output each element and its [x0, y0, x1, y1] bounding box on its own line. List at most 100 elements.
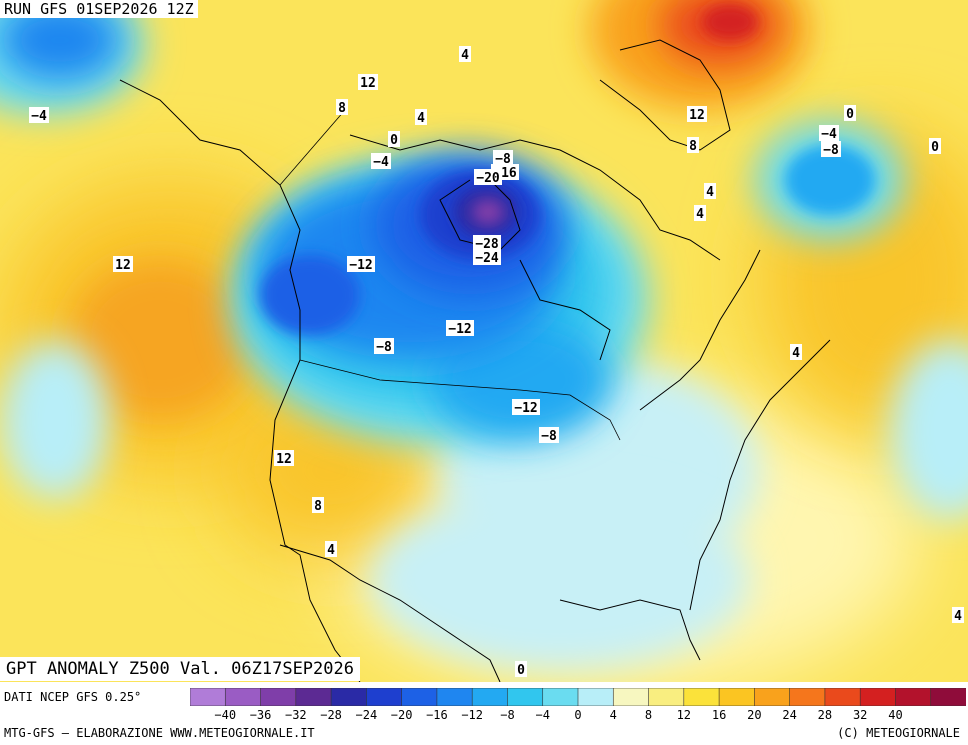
colorbar-tick-label: −24 — [355, 708, 378, 722]
anomaly-field — [0, 0, 968, 682]
svg-text:8: 8 — [338, 101, 346, 116]
svg-text:12: 12 — [360, 76, 376, 91]
svg-text:12: 12 — [276, 452, 292, 467]
svg-text:0: 0 — [517, 663, 525, 678]
colorbar-tick-label: −40 — [214, 708, 237, 722]
credits: MTG-GFS — ELABORAZIONE WWW.METEOGIORNALE… — [4, 726, 315, 740]
svg-text:−8: −8 — [541, 429, 557, 444]
contour-label: 4 — [459, 46, 471, 63]
colorbar — [190, 688, 966, 706]
colorbar-swatch — [577, 688, 615, 706]
contour-label: 0 — [929, 138, 941, 155]
colorbar-tick-label: 28 — [817, 708, 833, 722]
contour-label: 0 — [844, 105, 856, 122]
contour-label: 0 — [388, 131, 400, 148]
svg-text:0: 0 — [390, 133, 398, 148]
svg-text:4: 4 — [461, 48, 469, 63]
svg-text:−8: −8 — [376, 340, 392, 355]
contour-label: −8 — [493, 150, 513, 167]
colorbar-tick-label: 20 — [747, 708, 762, 722]
svg-text:−24: −24 — [475, 251, 499, 266]
colorbar-swatch — [436, 688, 473, 706]
colorbar-tick-label: 16 — [711, 708, 727, 722]
contour-label: 12 — [358, 74, 378, 91]
contour-label: 4 — [694, 205, 706, 222]
contour-label: −4 — [819, 125, 839, 142]
svg-text:−4: −4 — [31, 109, 47, 124]
colorbar-tick-label: −32 — [284, 708, 307, 722]
anomaly-title: GPT ANOMALY Z500 Val. 06Z17SEP2026 — [0, 657, 360, 681]
contour-label: 12 — [274, 450, 294, 467]
svg-text:8: 8 — [314, 499, 322, 514]
svg-text:4: 4 — [706, 185, 714, 200]
contour-label: −12 — [347, 256, 375, 273]
contour-label: −28 — [473, 235, 501, 252]
colorbar-tick-label: 32 — [852, 708, 868, 722]
colorbar-swatch — [471, 688, 509, 706]
svg-text:−12: −12 — [349, 258, 372, 273]
colorbar-swatch — [612, 688, 650, 706]
colorbar-swatch — [824, 688, 861, 706]
coastlines — [119, 39, 831, 682]
data-source: DATI NCEP GFS 0.25° — [4, 690, 142, 704]
colorbar-swatch — [366, 688, 403, 706]
colorbar-tick-label: −8 — [500, 708, 515, 722]
contour-label: −4 — [371, 153, 391, 170]
colorbar-tick-label: −28 — [320, 708, 342, 722]
contour-label: −8 — [374, 338, 394, 355]
svg-text:−12: −12 — [514, 401, 537, 416]
svg-text:8: 8 — [689, 139, 697, 154]
svg-text:−8: −8 — [823, 143, 839, 158]
colorbar-swatch — [859, 688, 897, 706]
colorbar-swatch — [754, 688, 791, 706]
contour-label: 8 — [312, 497, 324, 514]
contour-label: 12 — [113, 256, 133, 273]
svg-text:−12: −12 — [448, 322, 471, 337]
contour-label: −8 — [821, 141, 841, 158]
colorbar-tick-label: −36 — [249, 708, 272, 722]
svg-text:−20: −20 — [476, 171, 500, 186]
svg-text:−28: −28 — [475, 237, 499, 252]
colorbar-swatch — [260, 688, 297, 706]
colorbar-swatch — [330, 688, 368, 706]
contour-label: −12 — [446, 320, 474, 337]
colorbar-ticks: −40 −36 −32 −28 −24 −20 −16 −12 −8 −4 0 4 8 12 16 20 24 2… — [190, 708, 966, 724]
svg-text:4: 4 — [417, 111, 425, 126]
colorbar-swatch — [224, 688, 262, 706]
colorbar-tick-label: 4 — [609, 708, 617, 722]
colorbar-tick-label: 8 — [644, 708, 653, 722]
colorbar-swatch — [401, 688, 438, 706]
colorbar-swatch — [718, 688, 756, 706]
svg-text:−4: −4 — [373, 155, 389, 170]
svg-text:4: 4 — [954, 609, 962, 624]
contour-label: 8 — [687, 137, 699, 154]
contour-label: −20 — [474, 169, 502, 186]
colorbar-swatch — [507, 688, 544, 706]
copyright: (C) METEOGIORNALE — [837, 726, 960, 740]
svg-text:4: 4 — [696, 207, 704, 222]
svg-text:4: 4 — [327, 543, 335, 558]
colorbar-tick-label: 0 — [574, 708, 582, 722]
svg-text:12: 12 — [689, 108, 705, 123]
run-title: RUN GFS 01SEP2026 12Z — [0, 0, 198, 18]
colorbar-tick-label: −4 — [535, 708, 550, 722]
contour-label: 12 — [687, 106, 707, 123]
footer: DATI NCEP GFS 0.25° −40 −36 −32 −28 −24 −20 −1… — [0, 682, 968, 745]
colorbar-tick-label: 24 — [782, 708, 797, 722]
svg-text:0: 0 — [931, 140, 939, 155]
contour-label: 4 — [704, 183, 716, 200]
borders — [279, 109, 621, 441]
contour-label: 4 — [325, 541, 337, 558]
contour-label: −12 — [512, 399, 540, 416]
contour-label: 4 — [415, 109, 427, 126]
colorbar-swatch — [542, 688, 579, 706]
svg-text:4: 4 — [792, 346, 800, 361]
contour-label: 4 — [952, 607, 964, 624]
colorbar-tick-label: 12 — [676, 708, 692, 722]
colorbar-swatch — [683, 688, 720, 706]
colorbar-swatch — [789, 688, 826, 706]
colorbar-tick-label: −16 — [426, 708, 448, 722]
contour-label: 0 — [515, 661, 527, 678]
